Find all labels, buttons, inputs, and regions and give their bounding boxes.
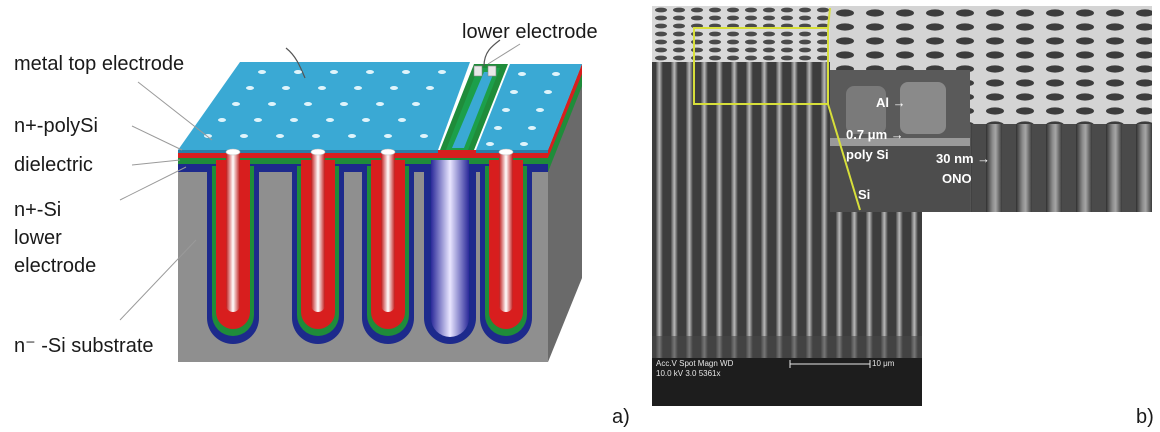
- inset-label-ono-thickness: 30 nm →: [936, 151, 991, 166]
- inset-label-al: Al →: [876, 95, 906, 110]
- sem-databar: [652, 358, 922, 406]
- databar-line1: Acc.V Spot Magn WD: [656, 359, 734, 368]
- databar-scale: 10 μm: [872, 359, 895, 368]
- trench-pillars: [207, 154, 532, 344]
- inset-label-poly-si: poly Si: [846, 147, 889, 162]
- inset-label-ono: ONO: [942, 171, 972, 186]
- label-substrate: n⁻ -Si substrate: [14, 335, 154, 357]
- trench-capacitor-schematic: [119, 39, 582, 362]
- label-n-si-3: electrode: [14, 255, 97, 277]
- label-lower-electrode: lower electrode: [462, 21, 598, 43]
- panel-label-a: a): [612, 406, 630, 428]
- inset-label-si: Si: [858, 187, 871, 202]
- label-n-si-2: lower: [14, 227, 62, 249]
- label-n-polysi: n+-polySi: [14, 115, 98, 137]
- leader-lines: [119, 43, 521, 321]
- substrate-side-face: [548, 82, 582, 362]
- metal-top-electrode-right: [476, 64, 582, 150]
- inset-label-poly-thickness: 0.7 μm →: [846, 127, 904, 142]
- label-metal-top-electrode: metal top electrode: [14, 53, 185, 75]
- label-n-si-1: n+-Si: [14, 199, 62, 221]
- label-dielectric: dielectric: [14, 154, 93, 176]
- databar-line2: 10.0 kV 3.0 5361x: [656, 369, 721, 378]
- panel-label-b: b): [1136, 406, 1154, 428]
- metal-top-electrode-left: [178, 62, 470, 150]
- electrode-holes: [204, 70, 560, 146]
- highlight-box: [693, 27, 829, 105]
